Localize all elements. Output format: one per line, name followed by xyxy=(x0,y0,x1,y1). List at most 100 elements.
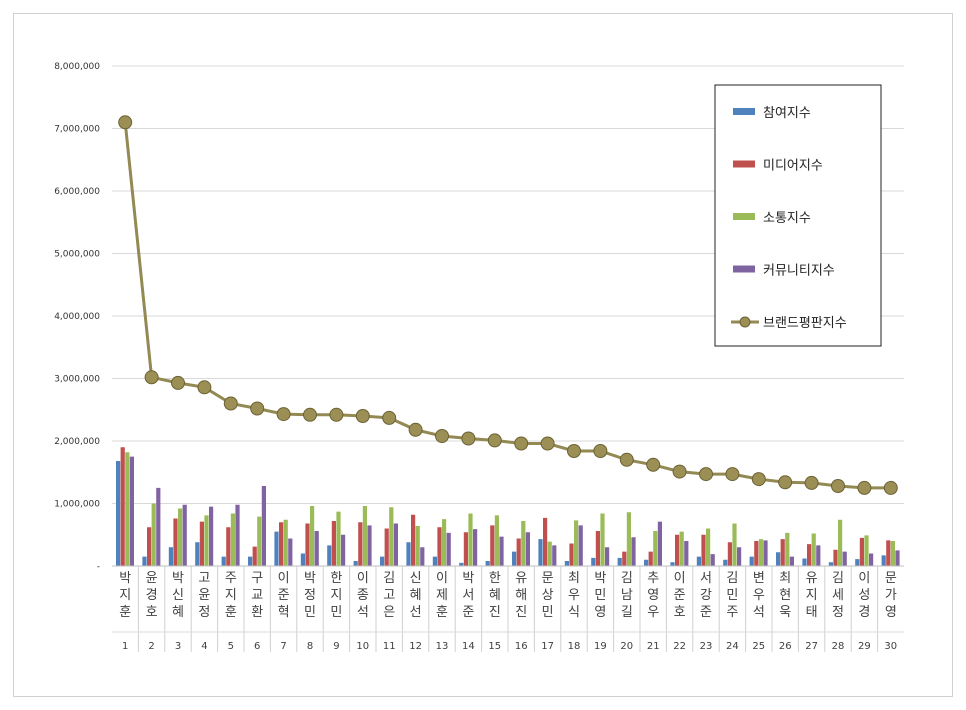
bar-미디어지수-이성경 xyxy=(859,537,864,567)
bar-미디어지수-추영우 xyxy=(648,551,653,567)
rank-label: 15 xyxy=(488,641,501,652)
bar-소통지수-박민영 xyxy=(600,513,605,566)
bar-커뮤니티지수-서강준 xyxy=(710,554,715,567)
legend-entry: 브랜드평판지수 xyxy=(763,316,847,331)
bar-미디어지수-이종석 xyxy=(358,522,363,566)
point-박지훈 xyxy=(118,115,133,130)
bar-소통지수-유지태 xyxy=(811,533,816,566)
y-axis-ticks: - 1,000,000 2,000,000 3,000,000 4,000,000 5,0… xyxy=(54,62,100,572)
bar-참여지수-이성경 xyxy=(855,559,860,567)
bar-참여지수-이준호 xyxy=(670,562,675,566)
bar-소통지수-한지민 xyxy=(336,511,341,567)
bar-커뮤니티지수-구교환 xyxy=(261,486,266,566)
bar-미디어지수-김고은 xyxy=(384,528,389,566)
y-tick-label: 1,000,000 xyxy=(54,500,100,510)
y-tick-label: 5,000,000 xyxy=(54,250,100,260)
bar-커뮤니티지수-박서준 xyxy=(473,529,478,567)
legend-swatch xyxy=(733,213,755,220)
bar-미디어지수-박서준 xyxy=(463,532,468,566)
bar-소통지수-문상민 xyxy=(547,541,552,567)
rank-label: 17 xyxy=(541,641,554,652)
bar-참여지수-한지민 xyxy=(327,545,332,567)
rank-label: 30 xyxy=(884,641,897,652)
bar-참여지수-한혜진 xyxy=(485,561,490,566)
point-변우석 xyxy=(751,472,766,487)
bar-커뮤니티지수-주지훈 xyxy=(235,504,240,566)
bar-소통지수-유해진 xyxy=(521,521,526,566)
bar-커뮤니티지수-한혜진 xyxy=(499,536,504,567)
bar-미디어지수-이제훈 xyxy=(437,527,442,566)
bar-소통지수-박신혜 xyxy=(178,508,183,566)
rank-label: 7 xyxy=(280,641,286,652)
bar-미디어지수-한지민 xyxy=(331,521,336,566)
bar-소통지수-추영우 xyxy=(653,531,658,566)
bar-커뮤니티지수-최현욱 xyxy=(789,556,794,567)
bar-커뮤니티지수-이종석 xyxy=(367,525,372,567)
bar-소통지수-서강준 xyxy=(706,528,711,566)
bar-미디어지수-문가영 xyxy=(886,540,891,567)
bar-미디어지수-김남길 xyxy=(622,551,627,567)
legend-swatch xyxy=(733,108,755,115)
bar-소통지수-이준호 xyxy=(679,531,684,567)
rank-label: 18 xyxy=(568,641,581,652)
bar-소통지수-박서준 xyxy=(468,513,473,566)
bar-소통지수-한혜진 xyxy=(494,515,499,567)
bar-미디어지수-최현욱 xyxy=(780,539,785,567)
bar-커뮤니티지수-추영우 xyxy=(657,521,662,567)
bar-미디어지수-박정민 xyxy=(305,523,310,566)
bar-커뮤니티지수-이제훈 xyxy=(446,532,451,567)
bar-미디어지수-유지태 xyxy=(807,544,812,567)
legend-entry: 참여지수 xyxy=(763,106,811,121)
point-최우식 xyxy=(567,444,581,458)
bar-미디어지수-최우식 xyxy=(569,543,574,566)
bar-커뮤니티지수-박신혜 xyxy=(182,504,187,566)
rank-label: 11 xyxy=(383,641,396,652)
rank-label: 3 xyxy=(175,641,181,652)
bar-소통지수-구교환 xyxy=(257,516,262,567)
bar-커뮤니티지수-한지민 xyxy=(341,534,346,566)
rank-label: 16 xyxy=(515,641,528,652)
legend-entry: 소통지수 xyxy=(763,211,811,226)
point-이준혁 xyxy=(276,407,291,422)
bar-커뮤니티지수-문가영 xyxy=(895,550,900,567)
rank-label: 5 xyxy=(228,641,234,652)
legend-marker xyxy=(739,316,751,328)
point-이제훈 xyxy=(435,429,449,443)
point-김고은 xyxy=(382,410,397,425)
bar-소통지수-문가영 xyxy=(890,541,895,566)
bar-커뮤니티지수-김남길 xyxy=(631,537,636,566)
bar-커뮤니티지수-신혜선 xyxy=(420,547,425,566)
bar-참여지수-고윤정 xyxy=(195,542,200,566)
bar-소통지수-김남길 xyxy=(626,512,631,566)
point-김민주 xyxy=(725,467,740,482)
bar-참여지수-박신혜 xyxy=(168,547,173,566)
bar-소통지수-최현욱 xyxy=(785,532,790,567)
bar-커뮤니티지수-문상민 xyxy=(552,545,557,567)
bar-미디어지수-박민영 xyxy=(595,531,600,566)
bar-참여지수-이종석 xyxy=(353,561,358,566)
bar-커뮤니티지수-이성경 xyxy=(869,553,874,566)
y-tick-label: 8,000,000 xyxy=(54,62,100,72)
bar-참여지수-박지훈 xyxy=(116,461,121,566)
y-tick-label: - xyxy=(97,562,100,572)
bar-미디어지수-윤경호 xyxy=(147,527,152,566)
point-문가영 xyxy=(883,480,898,495)
point-이종석 xyxy=(355,409,370,423)
x-axis-categories: 박 지 훈 1 윤 경 호 2 박 신 혜 3 고 윤 정 4 주 지 훈 5 구 교 환 6 이 준 혁 7 박 정 민 8 한 지 민 9 이 종 석 1… xyxy=(112,566,904,652)
bar-참여지수-박정민 xyxy=(300,553,305,566)
legend-swatch xyxy=(733,160,755,168)
bar-미디어지수-주지훈 xyxy=(226,527,231,566)
